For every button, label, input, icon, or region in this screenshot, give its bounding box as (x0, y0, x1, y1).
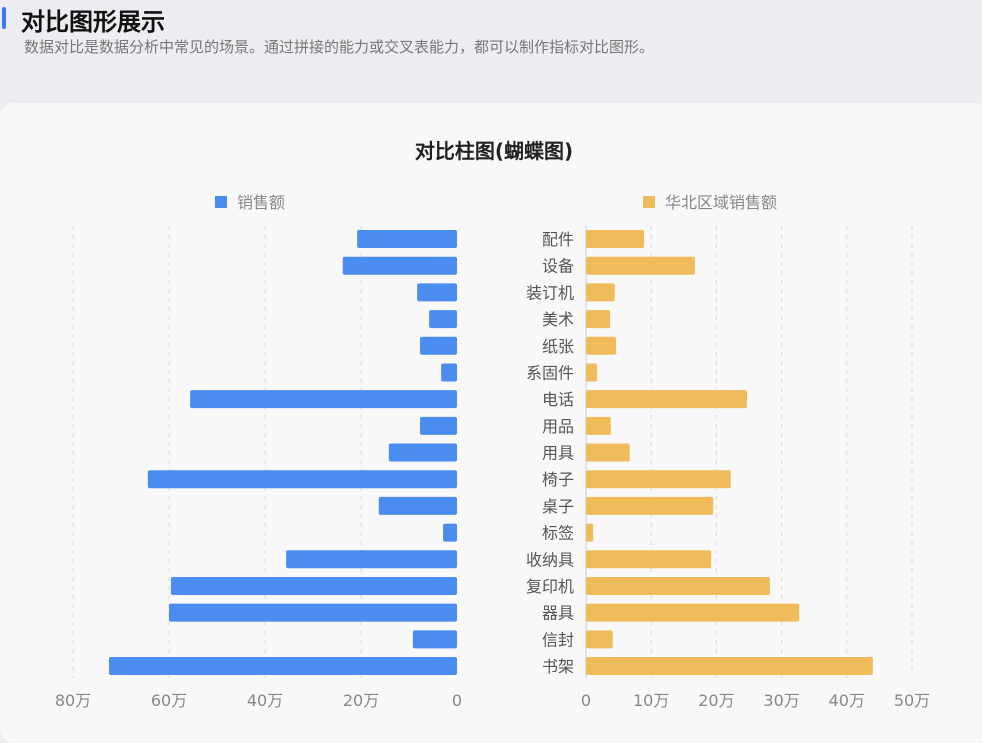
bar-sales (378, 496, 457, 515)
bar-sales (388, 443, 457, 462)
bar-north (586, 256, 695, 275)
bar-sales (190, 390, 457, 409)
bar-north (586, 496, 714, 515)
bar-north (586, 230, 645, 248)
category-label: 复印机 (526, 577, 574, 596)
category-label: 椅子 (542, 470, 574, 489)
category-label: 用具 (542, 444, 574, 463)
x-tick-left: 80万 (55, 691, 91, 710)
bar-sales (109, 657, 457, 675)
bar-sales (429, 310, 457, 329)
category-label: 系固件 (526, 363, 574, 382)
category-label: 用品 (542, 417, 574, 436)
page-subtitle: 数据对比是数据分析中常见的场景。通过拼接的能力或交叉表能力，都可以制作指标对比图… (24, 38, 655, 56)
category-label: 书架 (542, 657, 574, 676)
x-tick-right: 40万 (829, 691, 865, 710)
category-label: 配件 (542, 230, 574, 249)
x-tick-right: 30万 (763, 691, 799, 710)
category-label: 桌子 (542, 497, 574, 516)
bar-north (586, 363, 598, 382)
page-title: 对比图形展示 (21, 8, 165, 36)
bar-north (586, 550, 712, 569)
bar-sales (342, 256, 457, 275)
bar-north (586, 603, 800, 622)
category-label: 电话 (542, 390, 574, 409)
category-label: 收纳具 (526, 550, 574, 569)
legend-label-sales[interactable]: 销售额 (237, 193, 285, 212)
x-tick-left: 20万 (343, 691, 379, 710)
bar-north (586, 470, 731, 489)
bar-north (586, 657, 873, 675)
x-tick-left: 40万 (247, 691, 283, 710)
bar-sales (443, 523, 457, 542)
bar-sales (417, 283, 457, 302)
category-label: 美术 (542, 310, 574, 329)
bar-north (586, 630, 613, 649)
category-label: 信封 (542, 630, 574, 649)
bar-north (586, 310, 611, 329)
x-tick-left: 60万 (151, 691, 187, 710)
bar-sales (147, 470, 457, 489)
legend-label-north[interactable]: 华北区域销售额 (665, 193, 777, 212)
bar-sales (286, 550, 457, 569)
x-tick-right: 0 (581, 691, 591, 710)
butterfly-chart: 对比柱图(蝴蝶图) 销售额 华北区域销售额 0 20万 40万 60万 80万 0 10万 2… (55, 139, 930, 710)
bar-north (586, 336, 616, 355)
bar-sales (170, 576, 458, 595)
bar-north (586, 576, 770, 595)
bar-north (586, 523, 594, 542)
chart-title: 对比柱图(蝴蝶图) (415, 139, 573, 163)
category-label: 标签 (542, 524, 574, 543)
category-label: 纸张 (542, 337, 574, 356)
category-label: 装订机 (526, 283, 574, 302)
x-tick-right: 50万 (894, 691, 930, 710)
x-tick-right: 10万 (633, 691, 669, 710)
bar-north (586, 443, 630, 462)
bar-sales (357, 230, 457, 248)
x-tick-right: 20万 (698, 691, 734, 710)
bar-sales (169, 603, 457, 622)
category-label: 设备 (542, 257, 574, 276)
bar-north (586, 390, 748, 409)
x-tick-left: 0 (452, 691, 462, 710)
bar-north (586, 416, 611, 435)
category-label: 器具 (542, 604, 574, 623)
bar-sales (420, 416, 457, 435)
legend-swatch-sales (215, 196, 227, 208)
bar-sales (412, 630, 457, 649)
bar-sales (420, 336, 457, 355)
legend-swatch-north (643, 196, 655, 208)
bar-sales (441, 363, 457, 382)
chart-card (0, 103, 982, 743)
bar-north (586, 283, 615, 302)
title-accent-bar (2, 7, 6, 29)
